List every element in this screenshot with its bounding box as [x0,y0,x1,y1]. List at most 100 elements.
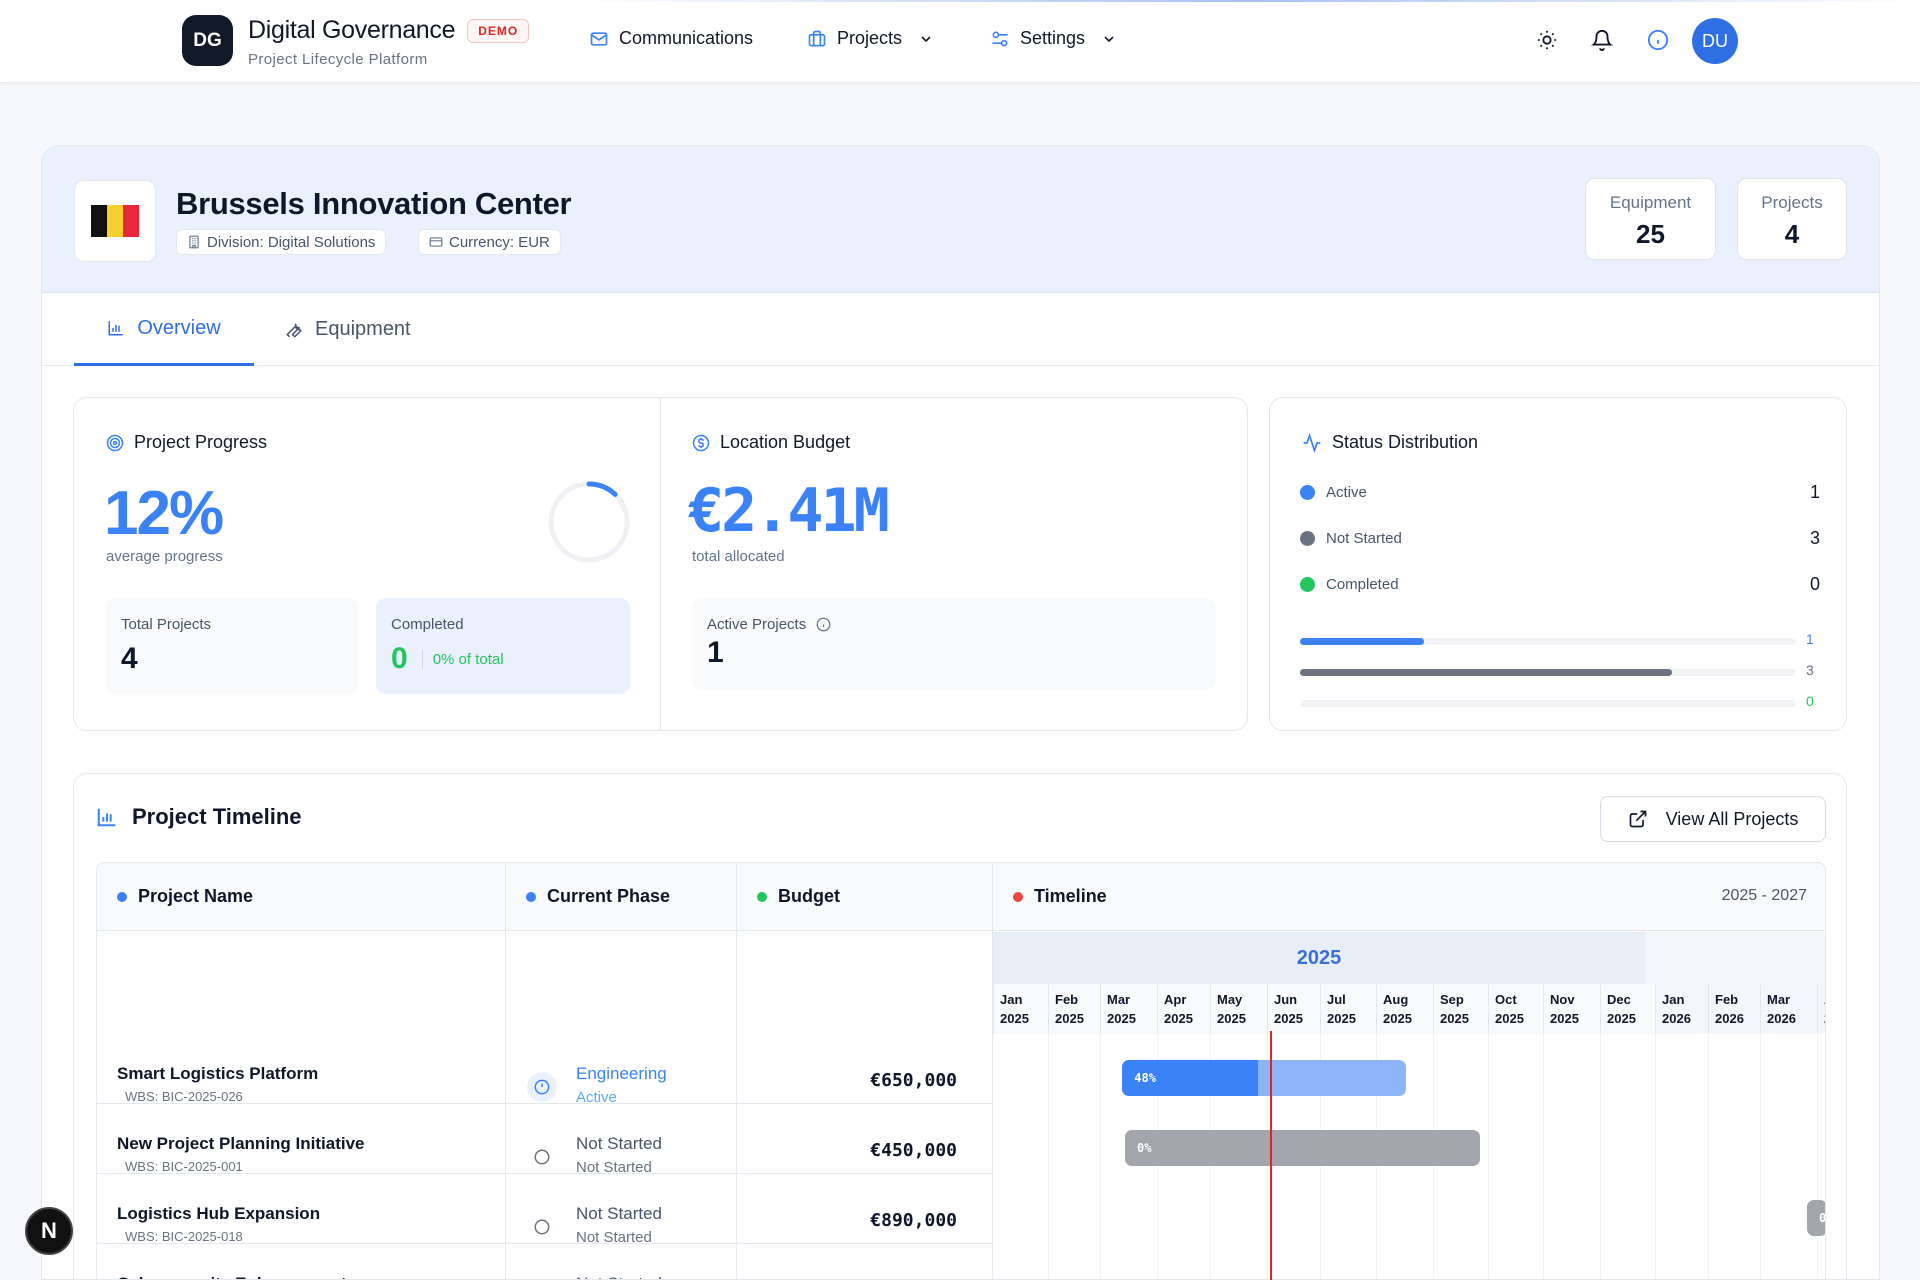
panel-divider [660,398,661,730]
header-accent-line [0,0,1920,2]
total-projects-card: Total Projects 4 [106,598,358,694]
chevron-down-icon [1104,35,1114,42]
timeline-bar[interactable]: 0% [1125,1130,1480,1166]
app-logo[interactable]: DG [182,15,233,66]
table-row[interactable] [97,1034,992,1104]
status-distribution-panel: Status Distribution Active 1 1 Not Started 3… [1269,397,1847,731]
equipment-stat: Equipment 25 [1585,178,1716,260]
project-phase: Engineering [576,1064,667,1083]
flag-container [74,180,156,262]
nav-settings[interactable]: Settings [990,28,1117,49]
timeline-grid: Project Name Current Phase Budget Timeli… [96,862,1826,1279]
top-navigation-bar: DG Digital Governance DEMO Project Lifec… [0,0,1920,83]
phase-pending-icon [527,1212,557,1242]
user-avatar[interactable]: DU [1692,18,1738,64]
project-phase: Not Started [576,1274,662,1279]
budget-title: Location Budget [692,432,850,453]
status-row-not-started: Not Started 3 [1300,528,1820,549]
status-bar-fill [1300,638,1424,645]
tab-equipment[interactable]: Equipment [285,293,411,366]
month-header: Jan 2026 [1655,984,1708,1034]
project-name[interactable]: Cybersecurity Enhancement [117,1274,347,1279]
today-marker [1270,1031,1272,1280]
bar-chart-icon [108,321,124,336]
timeline-bar[interactable]: 48% [1122,1060,1406,1096]
active-projects-value: 1 [707,636,724,669]
month-header: Jan 2025 [993,984,1048,1034]
project-status: Active [576,1089,617,1106]
completed-value: 0 [391,642,408,675]
location-title: Brussels Innovation Center [176,186,572,221]
sun-icon[interactable] [1536,29,1558,51]
timeline-title-label: Project Timeline [132,804,302,829]
total-projects-label: Total Projects [121,616,212,633]
month-header: Oct 2025 [1488,984,1543,1034]
project-name[interactable]: Logistics Hub Expansion [117,1204,321,1223]
completed-value-row: 0 0% of total [391,642,504,676]
project-phase: Not Started [576,1204,662,1223]
month-header: Apr 2025 [1157,984,1210,1034]
timeline-title: Project Timeline [96,804,302,830]
projects-stat-label: Projects [1761,193,1823,212]
app-subtitle: Project Lifecycle Platform [248,51,428,68]
nav-projects[interactable]: Projects [807,28,934,49]
completed-pct: 0% of total [432,650,504,668]
info-icon[interactable] [816,617,831,632]
phase-active-icon [527,1072,557,1102]
progress-title-label: Project Progress [134,432,268,452]
month-header: May 2025 [1210,984,1267,1034]
equipment-stat-label: Equipment [1609,193,1692,212]
external-link-icon [1629,810,1646,828]
status-count: 0 [1809,574,1820,594]
active-projects-label-row: Active Projects [707,616,831,633]
progress-title: Project Progress [106,432,267,453]
equipment-stat-value: 25 [1636,219,1665,249]
project-name[interactable]: New Project Planning Initiative [117,1134,365,1153]
status-row-completed: Completed 0 [1300,574,1820,595]
status-bar-count: 0 [1806,693,1814,709]
project-wbs: WBS: BIC-2025-018 [125,1229,243,1244]
app-title: Digital Governance [248,16,456,44]
nav-communications[interactable]: Communications [589,28,753,49]
building-icon [189,235,199,249]
bell-icon[interactable] [1591,29,1613,51]
nav-settings-label: Settings [1020,28,1086,48]
status-dot [1300,531,1315,546]
progress-ring [548,481,630,563]
project-wbs: WBS: BIC-2025-026 [125,1089,243,1104]
floating-dev-badge[interactable]: N [25,1207,73,1255]
view-all-projects-label: View All Projects [1665,808,1799,829]
status-bar-fill [1300,669,1672,676]
tab-overview-label: Overview [137,316,221,339]
nav-projects-label: Projects [837,28,903,48]
timeline-bar[interactable]: 0% [1807,1200,1826,1236]
project-phase: Not Started [576,1134,662,1153]
year-2026 [1645,932,1825,984]
projects-stat-value: 4 [1784,219,1800,249]
project-status: Not Started [576,1229,652,1246]
active-projects-label: Active Projects [707,616,807,633]
completed-card: Completed 0 0% of total [376,598,630,694]
timeline-bar-progress: 0% [1819,1211,1826,1225]
info-icon[interactable] [1647,29,1669,51]
division-label: Division: Digital Solutions [207,233,376,251]
project-name[interactable]: Smart Logistics Platform [117,1064,319,1083]
table-row[interactable] [97,1174,992,1244]
brand: Digital Governance DEMO Project Lifecycl… [248,16,530,68]
month-header: Mar 2025 [1100,984,1157,1034]
mail-icon [590,31,608,46]
tab-overview[interactable]: Overview [74,293,254,366]
status-title: Status Distribution [1302,432,1478,453]
status-dot [1300,485,1315,500]
demo-badge: DEMO [467,18,530,43]
month-header: Feb 2025 [1048,984,1100,1034]
table-row[interactable] [97,1104,992,1174]
view-all-projects-button[interactable]: View All Projects [1600,796,1826,842]
month-header: Jun 2025 [1267,984,1320,1034]
timeline-bar-progress: 48% [1122,1060,1259,1096]
dollar-circle-icon [692,434,710,451]
status-count: 3 [1809,528,1820,548]
month-header: Sep 2025 [1433,984,1488,1034]
location-header: Brussels Innovation Center Division: Dig… [42,146,1879,293]
belgium-flag-icon [91,205,139,237]
